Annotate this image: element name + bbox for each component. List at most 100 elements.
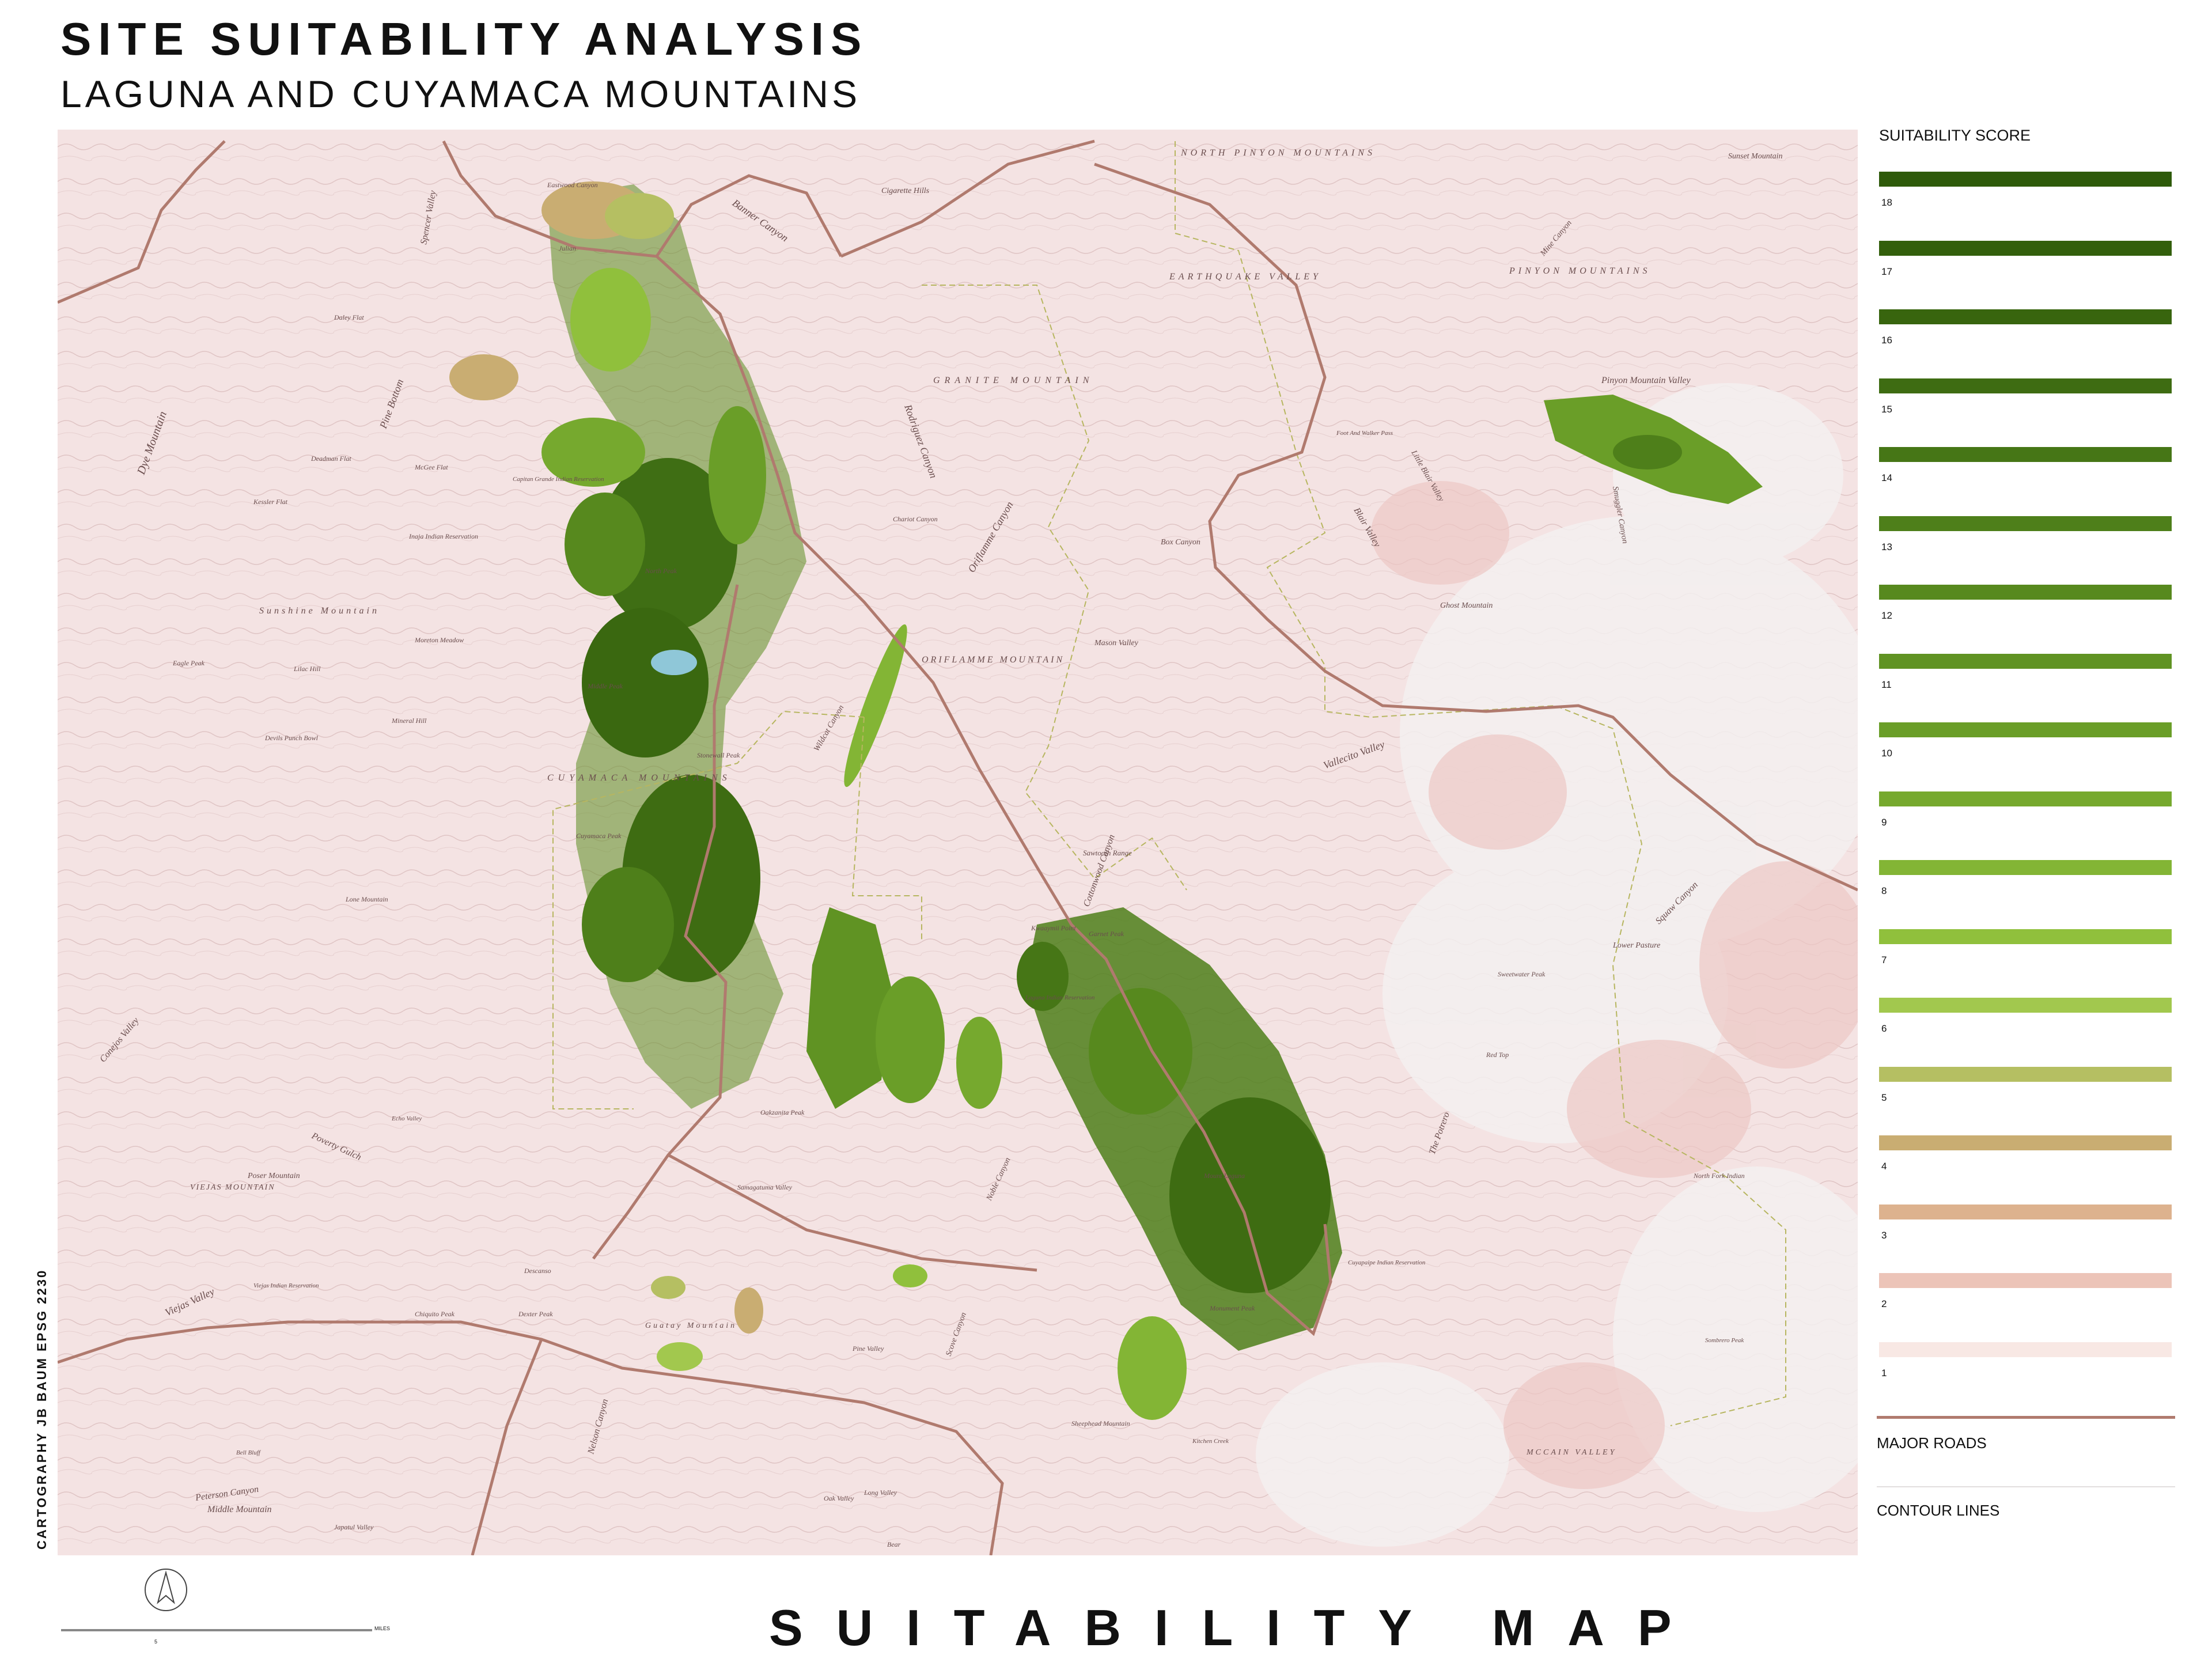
legend-item: 4: [1879, 1135, 2179, 1176]
place-label: Eagle Peak: [172, 659, 205, 667]
contour-lines-swatch: [1877, 1486, 2175, 1487]
legend-score-label: 7: [1881, 954, 1887, 965]
legend-score-label: 8: [1881, 885, 1887, 896]
place-label: Devils Punch Bowl: [264, 734, 319, 742]
cartography-credit: CARTOGRAPHY JB BAUM EPSG 2230: [35, 1268, 49, 1550]
place-label: McGee Flat: [414, 463, 448, 471]
legend-item: 6: [1879, 998, 2179, 1038]
north-arrow-icon: [145, 1569, 187, 1611]
place-label: Echo Valley: [391, 1115, 422, 1122]
place-label: Chariot Canyon: [893, 515, 938, 523]
legend-title: SUITABILITY SCORE: [1879, 127, 2031, 144]
legend-score-label: 1: [1881, 1367, 1887, 1378]
legend-score-label: 11: [1881, 679, 1892, 690]
legend-score-label: 17: [1881, 266, 1892, 277]
major-roads-label: MAJOR ROADS: [1877, 1434, 1987, 1452]
legend-score-label: 3: [1881, 1229, 1887, 1241]
place-label: Mineral Hill: [391, 717, 427, 725]
place-label: Middle Peak: [587, 682, 623, 690]
legend-swatch: [1879, 929, 2172, 944]
place-label: ORIFLAMME MOUNTAIN: [922, 655, 1065, 665]
park-boundaries: [552, 141, 1786, 1426]
place-label: North Fork Indian: [1693, 1172, 1745, 1180]
place-label: Sunshine Mountain: [259, 606, 380, 616]
legend-item: 15: [1879, 378, 2179, 419]
place-label: Oak Valley: [824, 1494, 854, 1502]
place-label: Lower Pasture: [1612, 941, 1660, 950]
suitability-map[interactable]: NORTH PINYON MOUNTAINS Cigarette Hills B…: [58, 130, 1858, 1555]
legend-swatch: [1879, 1273, 2172, 1288]
legend-item: 5: [1879, 1066, 2179, 1107]
legend-swatch: [1879, 1066, 2172, 1082]
place-label: Ghost Mountain: [1440, 601, 1493, 610]
legend-item: 14: [1879, 447, 2179, 487]
legend-swatch: [1879, 447, 2172, 462]
place-label: Eastwood Canyon: [547, 181, 598, 189]
legend-score-label: 16: [1881, 335, 1892, 346]
legend-item: 8: [1879, 860, 2179, 900]
legend-score-label: 9: [1881, 816, 1887, 828]
legend-score-label: 5: [1881, 1092, 1887, 1103]
place-label: Red Top: [1486, 1051, 1509, 1059]
place-label: Chiquito Peak: [415, 1310, 455, 1318]
legend-score-label: 18: [1881, 197, 1892, 208]
legend-item: 9: [1879, 791, 2179, 832]
place-label: Pinyon Mountain Valley: [1601, 376, 1691, 385]
place-label: Mount Laguna: [1203, 1172, 1245, 1180]
legend-score-label: 15: [1881, 403, 1892, 415]
place-label: Laguna Indian Reservation: [1025, 994, 1095, 1001]
place-label: NORTH PINYON MOUNTAINS: [1180, 148, 1376, 158]
legend-swatch: [1879, 1135, 2172, 1150]
place-label: CUYAMACA MOUNTAINS: [547, 773, 732, 783]
legend-item: 7: [1879, 929, 2179, 969]
place-label: Moreton Meadow: [414, 636, 464, 644]
place-label: Descanso: [524, 1267, 551, 1275]
place-label: GRANITE MOUNTAIN: [933, 376, 1093, 385]
place-label: VIEJAS MOUNTAIN: [190, 1183, 275, 1192]
legend-item: 11: [1879, 653, 2179, 694]
place-label: Poser Mountain: [247, 1172, 300, 1180]
legend-item: 2: [1879, 1273, 2179, 1313]
legend-swatch: [1879, 722, 2172, 737]
place-label: Japatul Valley: [334, 1523, 374, 1531]
scale-bar: [61, 1629, 372, 1631]
legend-swatch: [1879, 791, 2172, 806]
legend-score-label: 6: [1881, 1023, 1887, 1034]
place-label: Kwaaymii Point: [1031, 924, 1076, 932]
legend-score-label: 14: [1881, 472, 1892, 483]
place-label: Sheephead Mountain: [1071, 1419, 1130, 1427]
place-label: EARTHQUAKE VALLEY: [1169, 272, 1321, 282]
legend-score-label: 12: [1881, 610, 1892, 621]
place-label: Kitchen Creek: [1192, 1438, 1229, 1445]
legend-swatch: [1879, 998, 2172, 1013]
low-suitability-zones: [1371, 481, 1858, 1489]
place-label: MCCAIN VALLEY: [1526, 1448, 1616, 1457]
place-label: Lone Mountain: [345, 895, 388, 903]
scale-unit: MILES: [374, 1626, 391, 1631]
legend-item: 16: [1879, 309, 2179, 350]
place-label: Lilac Hill: [293, 665, 321, 673]
place-label: Pine Valley: [852, 1344, 884, 1353]
scale-value: 5: [154, 1639, 158, 1645]
place-label: Foot And Walker Pass: [1336, 430, 1393, 437]
map-canvas: NORTH PINYON MOUNTAINS Cigarette Hills B…: [58, 130, 1858, 1555]
place-label: Bear: [887, 1540, 901, 1548]
legend-item: 17: [1879, 240, 2179, 281]
legend-swatch: [1879, 516, 2172, 531]
place-label: Inaja Indian Reservation: [408, 532, 478, 540]
place-label: North Peak: [645, 567, 677, 575]
lake-cuyamaca: [651, 650, 697, 675]
place-label: Bell Bluff: [236, 1449, 262, 1456]
place-label: Sombrero Peak: [1705, 1337, 1744, 1344]
place-label: Viejas Indian Reservation: [253, 1282, 319, 1289]
place-label: Sawtooth Range: [1083, 849, 1132, 857]
place-label: Middle Mountain: [207, 1505, 272, 1514]
place-label: Cuyapaipe Indian Reservation: [1348, 1259, 1426, 1266]
map-subtitle: LAGUNA AND CUYAMACA MOUNTAINS: [60, 73, 861, 115]
place-label: Guatay Mountain: [645, 1321, 737, 1330]
place-label: Long Valley: [863, 1488, 897, 1497]
place-label: Box Canyon: [1161, 538, 1200, 547]
place-label: Mason Valley: [1094, 639, 1139, 647]
place-label: Cuyamaca Peak: [576, 832, 622, 840]
place-label: Sunset Mountain: [1728, 152, 1783, 161]
